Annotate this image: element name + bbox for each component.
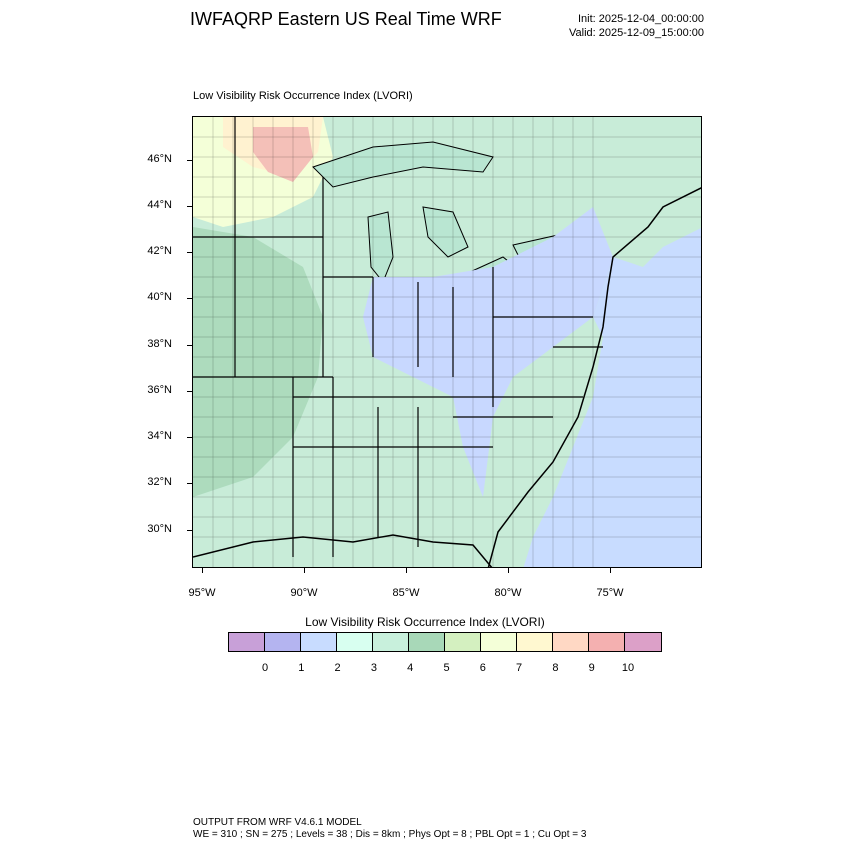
western-region (193, 227, 323, 497)
lat-tick (187, 345, 192, 346)
lat-tick (187, 530, 192, 531)
lon-tick (610, 568, 611, 573)
lat-tick (187, 298, 192, 299)
colorbar-label: 8 (552, 662, 559, 674)
lake-michigan (367, 211, 394, 283)
model-info-line1: OUTPUT FROM WRF V4.6.1 MODEL (193, 817, 362, 828)
state-borders (193, 117, 603, 557)
lat-label: 36°N (147, 384, 172, 396)
valid-time: Valid: 2025-12-09_15:00:00 (569, 27, 704, 39)
lat-label: 32°N (147, 476, 172, 488)
lon-label: 80°W (494, 587, 522, 599)
colorbar-bin (373, 633, 409, 651)
colorbar-bin (481, 633, 517, 651)
colorbar-bin (409, 633, 445, 651)
colorbar-label: 7 (516, 662, 523, 674)
lat-tick (187, 206, 192, 207)
model-info-line2: WE = 310 ; SN = 275 ; Levels = 38 ; Dis … (193, 829, 587, 840)
colorbar-bin (265, 633, 301, 651)
colorbar (228, 632, 662, 652)
colorbar-label: 0 (261, 662, 269, 674)
colorbar-bin (625, 633, 661, 651)
colorbar-bin (445, 633, 481, 651)
lat-label: 34°N (147, 430, 172, 442)
lon-tick (406, 568, 407, 573)
high-risk-region (253, 127, 313, 182)
lat-label: 38°N (147, 338, 172, 350)
county-grid (193, 117, 701, 567)
lon-label: 75°W (596, 587, 624, 599)
lat-label: 30°N (147, 523, 172, 535)
colorbar-label: 4 (407, 662, 414, 674)
lat-label: 40°N (147, 291, 172, 303)
colorbar-bin (553, 633, 589, 651)
colorbar-label: 10 (621, 662, 635, 674)
colorbar-bin (589, 633, 625, 651)
lat-label: 44°N (147, 199, 172, 211)
lon-tick (508, 568, 509, 573)
lon-tick (304, 568, 305, 573)
colorbar-label: 3 (370, 662, 377, 674)
map-panel (192, 116, 702, 568)
lvori-map (193, 117, 701, 567)
lat-tick (187, 483, 192, 484)
lat-tick (187, 160, 192, 161)
lon-label: 90°W (290, 587, 318, 599)
atlantic-ocean (523, 228, 701, 567)
lon-label: 95°W (188, 587, 216, 599)
lon-label: 85°W (392, 587, 420, 599)
colorbar-label: 5 (443, 662, 450, 674)
lake-huron (422, 206, 469, 258)
lat-tick (187, 252, 192, 253)
colorbar-label: 1 (298, 662, 305, 674)
lat-label: 46°N (147, 153, 172, 165)
lat-tick (187, 437, 192, 438)
lat-tick (187, 391, 192, 392)
lon-tick (202, 568, 203, 573)
init-time: Init: 2025-12-04_00:00:00 (578, 13, 704, 25)
colorbar-label: 9 (588, 662, 595, 674)
colorbar-title: Low Visibility Risk Occurrence Index (LV… (305, 615, 545, 629)
low-risk-region (363, 207, 613, 497)
colorbar-label: 2 (334, 662, 341, 674)
lat-label: 42°N (147, 245, 172, 257)
colorbar-bin (517, 633, 553, 651)
colorbar-bin (337, 633, 373, 651)
plot-title: IWFAQRP Eastern US Real Time WRF (190, 9, 502, 29)
map-title: Low Visibility Risk Occurrence Index (LV… (193, 90, 413, 102)
colorbar-bin (229, 633, 265, 651)
colorbar-bin (301, 633, 337, 651)
colorbar-label: 6 (479, 662, 486, 674)
